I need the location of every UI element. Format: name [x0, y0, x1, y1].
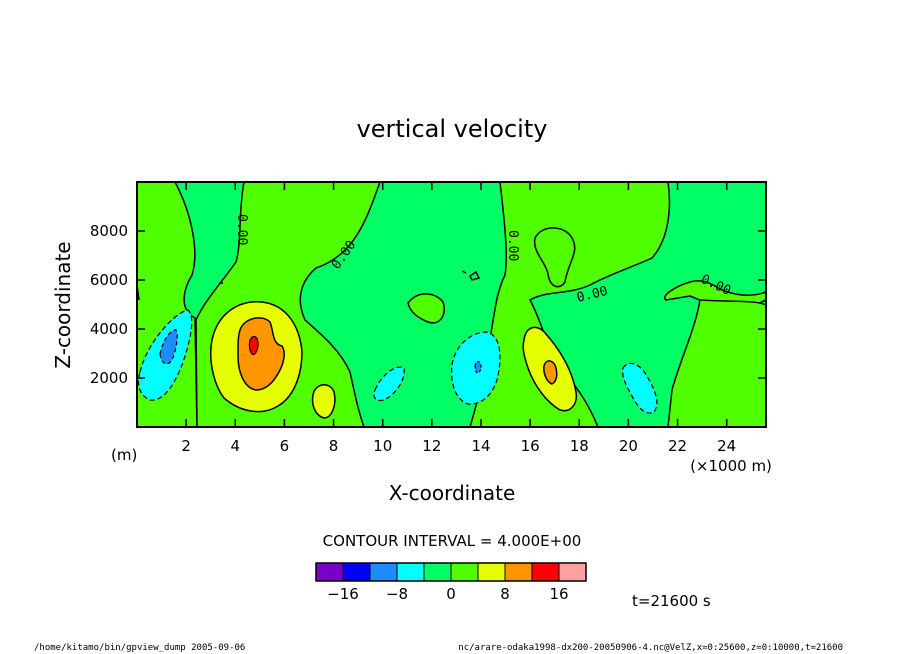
x-tick-label: 20 [619, 437, 638, 455]
colorbar-swatch [396, 562, 425, 582]
x-tick-label: 24 [717, 437, 736, 455]
region-positive-4 [667, 299, 766, 427]
colorbar-swatch [369, 562, 398, 582]
small-zero-contour [461, 270, 467, 274]
time-label: t=21600 s [632, 592, 711, 610]
plot-frame [136, 181, 767, 428]
colorbar-swatch [342, 562, 371, 582]
contour-plot-area [137, 182, 766, 427]
region-positive-12 [237, 317, 285, 391]
y-tick-label: 4000 [90, 320, 128, 338]
x-tick-label: 4 [231, 437, 241, 455]
y-axis-title: Z-coordinate [51, 241, 75, 368]
colorbar: −16 −8 0 8 16 [315, 562, 587, 603]
chart-title: vertical velocity [357, 115, 548, 143]
colorbar-frame [315, 562, 587, 582]
small-zero-contour [469, 270, 481, 281]
region-positive-4 [533, 227, 576, 288]
x-unit-label: (×1000 m) [690, 457, 772, 475]
x-tick-label: 10 [373, 437, 392, 455]
colorbar-swatch [423, 562, 452, 582]
y-axis: 2000 4000 6000 8000 [90, 222, 766, 387]
footer-left: /home/kitamo/bin/gpview_dump 2005-09-06 [34, 643, 245, 653]
region-positive-16 [248, 335, 259, 356]
colorbar-tick-label: 0 [446, 585, 456, 603]
y-tick-label: 8000 [90, 222, 128, 240]
colorbar-swatch [504, 562, 533, 582]
x-tick-label: 2 [181, 437, 191, 455]
x-tick-label: 22 [668, 437, 687, 455]
region-positive-4 [407, 293, 445, 324]
y-unit-label: (m) [111, 446, 137, 464]
contour-interval-text: CONTOUR INTERVAL = 4.000E+00 [323, 532, 582, 550]
colorbar-tick-label: −16 [327, 585, 359, 603]
footer-right: nc/arare-odaka1998-dx200-20050906-4.nc@V… [458, 643, 843, 653]
x-tick-label: 8 [329, 437, 339, 455]
region-negative-4 [621, 362, 658, 414]
region-negative-8 [474, 360, 482, 374]
region-negative-8 [159, 329, 178, 365]
x-axis-title: X-coordinate [389, 481, 516, 505]
y-tick-label: 2000 [90, 369, 128, 387]
x-tick-label: 18 [570, 437, 589, 455]
region-positive-12 [543, 360, 558, 385]
colorbar-swatch [315, 562, 344, 582]
colorbar-swatch [450, 562, 479, 582]
x-tick-label: 12 [422, 437, 441, 455]
colorbar-tick-label: −8 [386, 585, 408, 603]
colorbar-swatch [477, 562, 506, 582]
colorbar-tick-label: 16 [549, 585, 568, 603]
contour-label: 0.00 [575, 284, 609, 306]
x-tick-label: 14 [471, 437, 490, 455]
x-tick-label: 6 [280, 437, 290, 455]
colorbar-tick-label: 8 [500, 585, 510, 603]
colorbar-swatch [531, 562, 560, 582]
x-tick-label: 16 [521, 437, 540, 455]
colorbar-swatch [558, 562, 587, 582]
region-negative-4 [373, 366, 405, 402]
x-axis: 2 4 6 8 10 12 14 16 18 20 22 24 [181, 182, 736, 455]
contour-label: 0.00 [234, 214, 249, 245]
y-tick-label: 6000 [90, 271, 128, 289]
region-positive-8 [311, 384, 336, 419]
contour-label: 0.00 [505, 230, 520, 261]
